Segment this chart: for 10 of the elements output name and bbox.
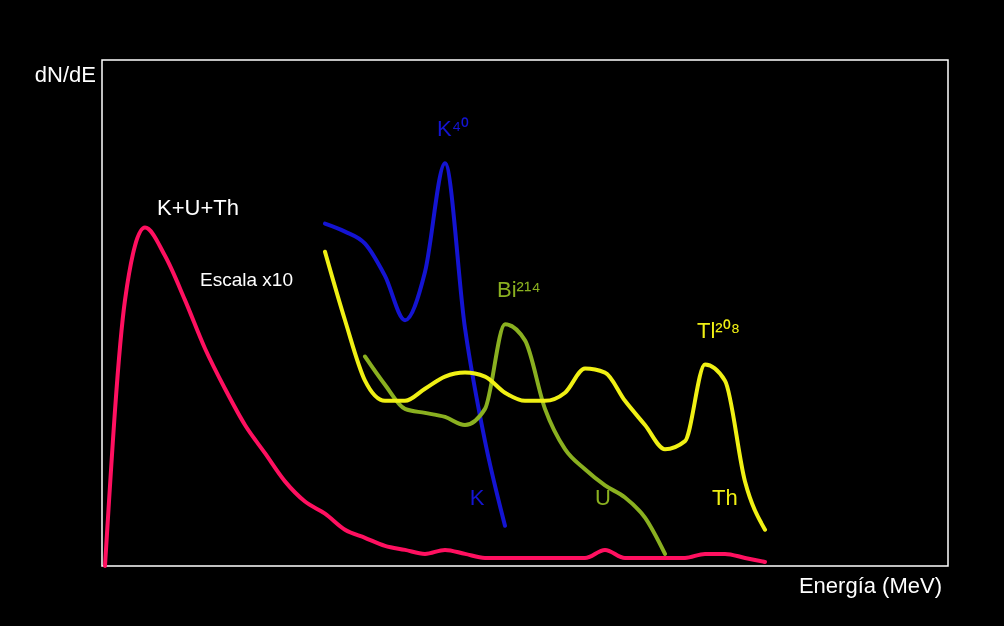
annotation: Bi²¹⁴ <box>497 277 541 303</box>
text: K⁴⁰ <box>437 116 470 142</box>
x-axis-title: Energía (MeV) <box>798 573 942 598</box>
annotation: Escala x10 <box>200 268 293 290</box>
y-axis-title: dN/dE <box>34 62 96 87</box>
series-label: K+U+Th <box>157 194 239 220</box>
series-label: Th <box>711 484 738 510</box>
series-label: U <box>595 484 611 510</box>
series-label: K <box>469 484 485 510</box>
annotation: Tl²⁰⁸ <box>697 317 740 343</box>
